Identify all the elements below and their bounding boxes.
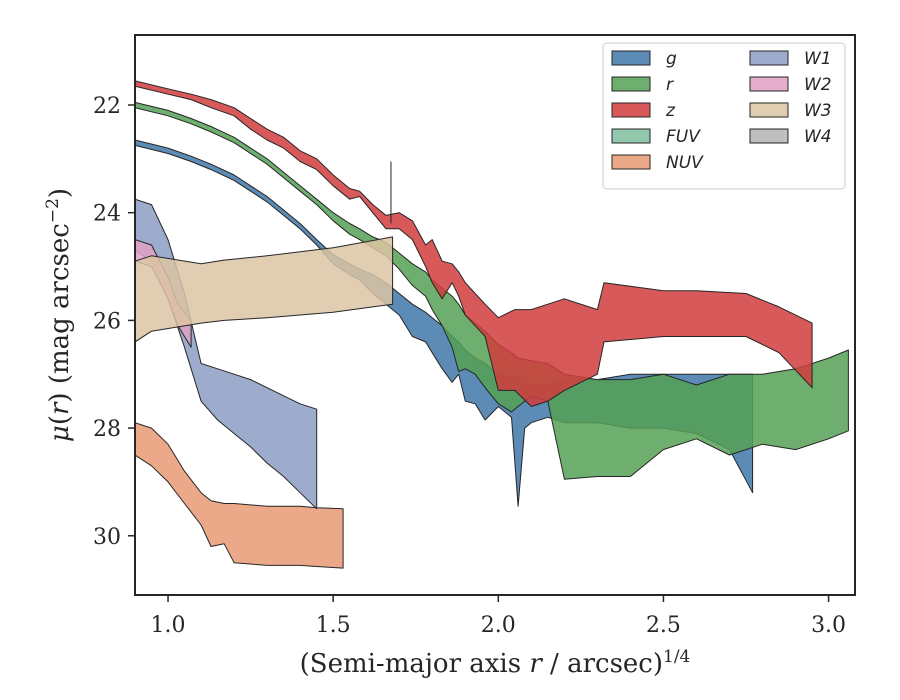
legend-label-nuv: NUV: [666, 153, 704, 173]
y-tick-label: 30: [93, 525, 121, 550]
band-z: [135, 80, 813, 407]
y-axis: 22 24 26 28 30: [93, 94, 135, 550]
legend-label-fuv: FUV: [666, 127, 701, 147]
x-tick-label: 3.0: [811, 613, 846, 638]
legend-swatch-g: [611, 50, 651, 66]
x-tick-label: 2.5: [646, 613, 681, 638]
legend-label-w4: W4: [804, 127, 832, 147]
plot-frame: [134, 34, 856, 596]
legend-label-r: r: [666, 75, 674, 95]
band-w1: [135, 198, 318, 510]
legend-swatch-w3: [749, 102, 789, 118]
legend-label-w1: W1: [804, 49, 832, 69]
x-tick-label: 2.0: [481, 613, 516, 638]
legend-swatch-w2: [749, 76, 789, 92]
legend-swatch-nuv: [611, 154, 651, 170]
legend-swatch-w4: [749, 128, 789, 144]
legend: grz FUV NUV W1 W2 W3 W4: [602, 42, 846, 190]
y-tick-label: 22: [93, 94, 121, 119]
legend-label-w3: W3: [804, 101, 832, 121]
band-nuv: [135, 422, 344, 569]
x-axis-label: (Semi-major axis r / arcsec)1/4: [300, 647, 691, 679]
band-w3: [135, 236, 394, 343]
legend-label-z: z: [665, 101, 676, 121]
legend-swatch-r: [611, 76, 651, 92]
x-axis: 1.0 1.5 2.0 2.5 3.0: [151, 595, 846, 638]
legend-label-g: g: [666, 49, 677, 69]
y-axis-label: μ(r) (mag arcsec−2): [43, 188, 75, 442]
x-tick-label: 1.0: [151, 613, 186, 638]
series-layer: [135, 80, 849, 569]
y-tick-label: 24: [93, 202, 121, 227]
legend-swatch-z: [611, 102, 651, 118]
y-tick-label: 28: [93, 417, 121, 442]
legend-swatch-w1: [749, 50, 789, 66]
y-tick-label: 26: [93, 309, 121, 334]
legend-label-w2: W2: [804, 75, 832, 95]
x-tick-label: 1.5: [316, 613, 351, 638]
legend-swatch-fuv: [611, 128, 651, 144]
